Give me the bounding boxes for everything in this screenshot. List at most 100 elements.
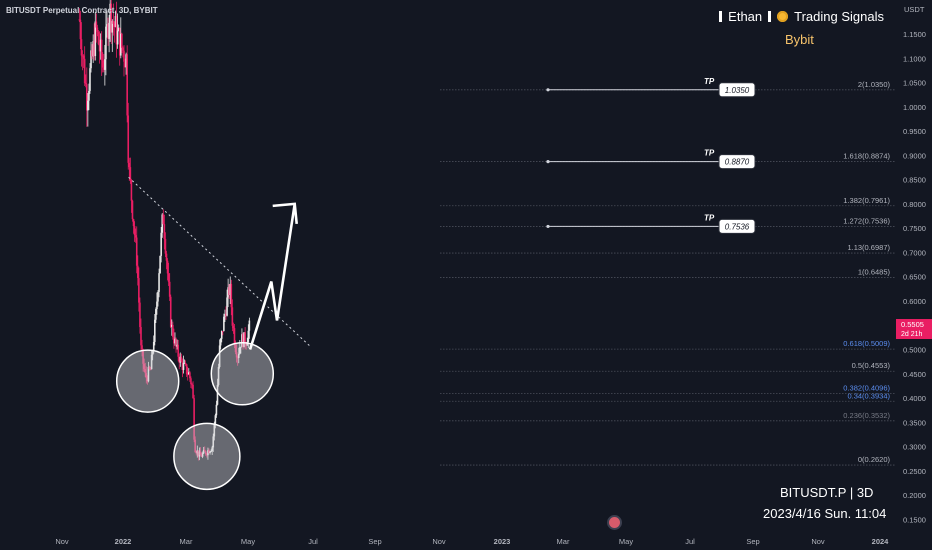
candle-body: [167, 273, 170, 282]
time-tick: May: [241, 537, 255, 546]
candle-body: [112, 20, 115, 24]
candle-body: [226, 297, 228, 316]
candle-body: [228, 287, 230, 295]
time-axis[interactable]: Nov 2022 Mar May Jul Sep Nov 2023 Mar May Jul Sep No…: [0, 534, 932, 550]
candle-body: [154, 319, 156, 342]
time-tick: 2023: [494, 537, 511, 546]
candle-body: [123, 50, 125, 62]
candle-body: [83, 58, 86, 84]
time-tick: Jul: [685, 537, 695, 546]
candle-body: [140, 327, 142, 346]
price-tick: 0.9500: [903, 127, 926, 136]
fib-label: 1.382(0.7961): [843, 196, 890, 205]
candle-body: [126, 54, 128, 116]
price-axis-bg: [896, 0, 932, 534]
candle-body: [157, 291, 159, 302]
candle-body: [190, 378, 192, 385]
time-tick: Jul: [308, 537, 318, 546]
candle-body: [210, 450, 212, 452]
candle-body: [243, 332, 245, 348]
candle-body: [93, 41, 96, 57]
drawings-layer: TP 1.0350 TP 0.8870 TP 0.7536: [115, 77, 756, 491]
candle-body: [117, 27, 120, 31]
candle-body: [182, 363, 185, 370]
candle-body: [89, 68, 91, 91]
candle-body: [232, 325, 235, 329]
candle-body: [205, 451, 207, 455]
candle-body: [121, 33, 123, 48]
target-box: [718, 154, 756, 170]
candle-body: [152, 341, 155, 352]
candle-body: [200, 455, 203, 457]
candle-body: [158, 273, 160, 292]
time-tick: Nov: [55, 537, 69, 546]
price-tag: [896, 319, 932, 340]
candle-body: [108, 22, 110, 39]
time-tick: Nov: [811, 537, 825, 546]
candle-body: [91, 50, 93, 57]
price-tick: 0.6000: [903, 297, 926, 306]
price-tag-value: 0.5505: [901, 320, 924, 329]
price-tick: 0.8500: [903, 176, 926, 185]
fib-lines-layer: 0(0.2620) 0.236(0.3532) 0.34(0.3934)0.382(…: [440, 80, 895, 466]
trendline: [128, 176, 312, 348]
time-tick: 2024: [872, 537, 890, 546]
candle-body: [119, 33, 122, 56]
candle-body: [244, 332, 246, 344]
candle-body: [134, 235, 137, 238]
target-box: [718, 218, 756, 234]
candle-body: [195, 452, 198, 454]
bar-icon: [719, 11, 723, 22]
price-tick: 0.9000: [903, 151, 926, 160]
candle-body: [113, 23, 116, 27]
candle-body: [215, 404, 218, 416]
candle-body: [239, 347, 241, 354]
candle-body: [216, 384, 219, 405]
fib-label: 0.236(0.3532): [843, 411, 890, 420]
candle-body: [172, 324, 174, 337]
candle-body: [85, 84, 88, 111]
candle-body: [115, 15, 118, 45]
candle-body: [245, 343, 247, 346]
price-tick: 0.5000: [903, 346, 926, 355]
candle-body: [230, 283, 233, 308]
target-value: 0.7536: [725, 222, 750, 231]
candle-body: [165, 253, 168, 261]
candle-body: [162, 214, 165, 225]
projection-path: [248, 203, 296, 350]
candle-body: [222, 330, 224, 332]
candle-body: [231, 307, 234, 326]
candle-body: [223, 316, 225, 332]
price-tick: 0.7500: [903, 224, 926, 233]
time-tick: 2022: [115, 537, 132, 546]
projection-arrowhead: [272, 202, 299, 225]
candle-body: [166, 260, 169, 274]
time-tick: Mar: [557, 537, 570, 546]
price-tag-countdown: 2d 21h: [901, 331, 923, 338]
candle-body: [78, 19, 81, 21]
candle-body: [147, 367, 150, 382]
candle-body: [122, 47, 124, 51]
candle-body: [209, 451, 211, 454]
fib-label: 0.5(0.4553): [852, 361, 891, 370]
candle-body: [95, 21, 98, 28]
candle-body: [191, 384, 193, 386]
candle-body: [242, 334, 244, 348]
target-anchor: [546, 160, 550, 164]
candle-body: [139, 302, 141, 328]
flag-icon[interactable]: [607, 515, 622, 530]
candle-body: [225, 313, 227, 316]
brand-bar: Ethan Trading Signals: [719, 9, 884, 24]
candle-body: [206, 454, 208, 456]
candle-body: [125, 54, 127, 68]
price-axis[interactable]: USDT 1.1500 1.1000 1.0500 1.0000 0.9500 0.9000…: [896, 0, 932, 534]
candle-body: [105, 26, 107, 60]
fib-label: 1.272(0.7536): [843, 216, 890, 225]
candle-body: [84, 83, 87, 85]
candle-body: [189, 372, 191, 379]
candle-body: [219, 338, 222, 346]
bar-icon: [768, 11, 772, 22]
candle-body: [217, 367, 220, 385]
candle-body: [207, 450, 209, 456]
